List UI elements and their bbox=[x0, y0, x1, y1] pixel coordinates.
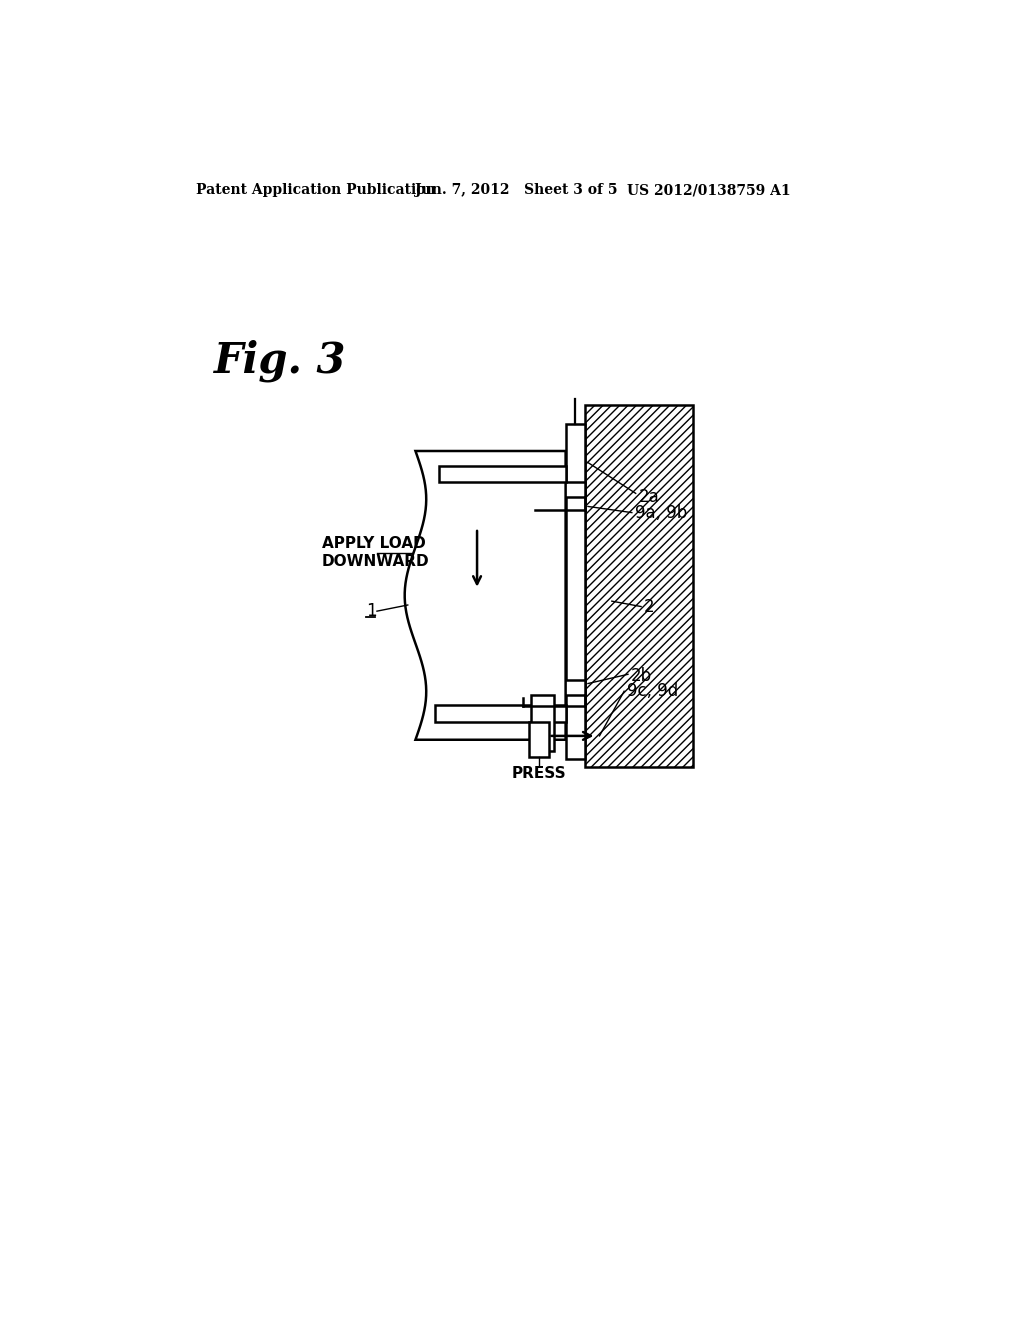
Polygon shape bbox=[404, 451, 565, 739]
Text: PRESS: PRESS bbox=[511, 766, 566, 781]
Text: Jun. 7, 2012   Sheet 3 of 5: Jun. 7, 2012 Sheet 3 of 5 bbox=[416, 183, 617, 197]
Text: 9a, 9b: 9a, 9b bbox=[635, 504, 687, 521]
Text: APPLY LOAD
DOWNWARD: APPLY LOAD DOWNWARD bbox=[322, 536, 429, 569]
Bar bbox=[519, 451, 535, 482]
Text: 2b: 2b bbox=[631, 667, 652, 685]
Text: 2a: 2a bbox=[639, 488, 659, 506]
Text: 1: 1 bbox=[367, 602, 377, 620]
Text: Fig. 3: Fig. 3 bbox=[214, 339, 346, 381]
Bar bbox=[529, 722, 549, 756]
Bar bbox=[585, 405, 692, 767]
Bar bbox=[435, 705, 565, 722]
Bar bbox=[519, 680, 585, 696]
Bar bbox=[531, 696, 554, 751]
Bar bbox=[565, 424, 585, 759]
Text: 2: 2 bbox=[644, 598, 654, 615]
Bar bbox=[519, 482, 585, 498]
Text: US 2012/0138759 A1: US 2012/0138759 A1 bbox=[628, 183, 791, 197]
Text: 9c, 9d: 9c, 9d bbox=[628, 682, 679, 700]
Bar bbox=[438, 466, 565, 482]
Text: Patent Application Publication: Patent Application Publication bbox=[196, 183, 435, 197]
